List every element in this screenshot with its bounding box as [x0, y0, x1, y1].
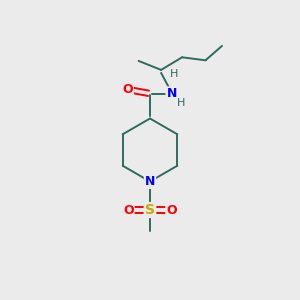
Text: N: N — [167, 87, 177, 101]
Text: O: O — [166, 203, 177, 217]
Text: H: H — [176, 98, 185, 108]
Text: S: S — [145, 203, 155, 217]
Text: O: O — [123, 203, 134, 217]
Text: N: N — [145, 175, 155, 188]
Text: O: O — [122, 83, 133, 96]
Text: H: H — [169, 69, 178, 80]
